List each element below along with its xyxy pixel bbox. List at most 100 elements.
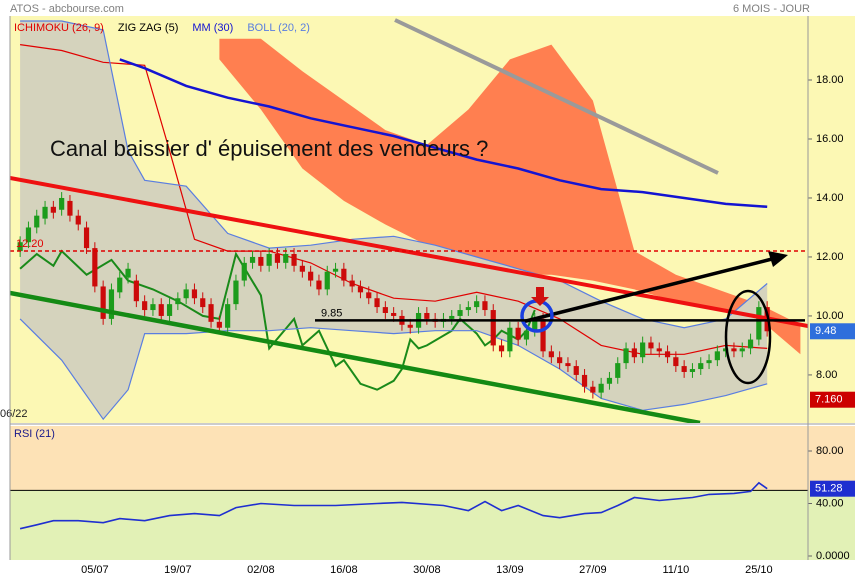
labels: 12.20 9.85 8.00 10.00 12.00 14.00 16.00 18.00 7.… [14, 22, 855, 576]
level-label: 9.85 [321, 307, 342, 319]
candle-body [648, 342, 654, 349]
candle-body [507, 327, 513, 352]
series-line [119, 58, 768, 209]
candle-body [598, 383, 604, 393]
y-tick-label: 10.00 [816, 310, 844, 322]
candle-body [581, 374, 588, 387]
candle-body [258, 256, 264, 266]
trend-line-gray [394, 18, 719, 175]
candle-body [266, 254, 272, 266]
y-tick-label: 16.00 [816, 133, 844, 145]
candle-body [200, 298, 206, 308]
candle-body [615, 363, 621, 378]
candle-body [117, 277, 123, 293]
candle-body [274, 254, 281, 263]
candle-body [308, 271, 314, 281]
candle-body [332, 268, 339, 272]
candle-body [125, 268, 131, 278]
candle-body [532, 318, 538, 331]
candle-body [316, 280, 322, 290]
legend-entry: BOLL (20, 2) [247, 22, 310, 34]
x-tick-label: 05/07 [81, 564, 109, 576]
candle-body [498, 345, 505, 352]
annotations [10, 18, 808, 423]
y-tick-label: 12.00 [816, 251, 844, 263]
x-tick-label: 30/08 [413, 564, 441, 576]
candle-body [341, 268, 347, 281]
candle-body [482, 301, 488, 311]
candle-body [424, 312, 430, 319]
candle-body [407, 324, 413, 328]
candle-body [241, 262, 247, 281]
candle-body [698, 363, 704, 370]
candle-body [590, 386, 596, 393]
y-tick-label: 0.0000 [816, 550, 850, 562]
y-tick-label: 80.00 [816, 445, 844, 457]
candle-body [457, 310, 463, 316]
level-label: 12.20 [16, 238, 44, 250]
candle-body [523, 330, 530, 340]
candle-body [474, 301, 480, 308]
candle-body [548, 351, 554, 358]
candle-body [17, 242, 23, 252]
x-tick-label: 27/09 [579, 564, 607, 576]
candle-body [664, 351, 671, 358]
candle-body [142, 301, 148, 311]
chart-title: ATOS - abcbourse.com [10, 3, 124, 15]
y-tick-label: 40.00 [816, 497, 844, 509]
candle-body [75, 215, 81, 225]
candle-body [623, 348, 629, 364]
candle-body [714, 351, 720, 361]
candle-body [382, 307, 388, 313]
candle-body [747, 339, 754, 349]
x-tick-label: 11/10 [662, 564, 689, 576]
annotation-text: Canal baissier d' épuisement des vendeur… [50, 136, 488, 161]
candle-body [689, 369, 696, 372]
arrow-head [768, 251, 788, 267]
panel-title: RSI (21) [14, 428, 55, 440]
candle-body [166, 304, 173, 316]
candle-body [681, 366, 687, 372]
candle-body [565, 363, 571, 367]
highlight-ellipse [724, 289, 772, 385]
series-line [19, 249, 536, 391]
candle-body [449, 315, 455, 319]
y-tick-label: 14.00 [816, 192, 844, 204]
candle-body [557, 357, 563, 364]
candle-body [299, 265, 305, 272]
candle-body [357, 286, 364, 293]
candle-body [34, 215, 40, 228]
last-price-label: 9.48 [815, 325, 836, 337]
candle-body [374, 298, 380, 308]
candle-body [515, 327, 521, 340]
candle-body [283, 254, 289, 263]
x-tick-label: 25/10 [745, 564, 773, 576]
candle-body [183, 289, 189, 299]
arrow-line [521, 257, 773, 324]
candle-body [50, 206, 56, 213]
candle-body [291, 254, 297, 266]
x-tick-label: 02/08 [247, 564, 275, 576]
candle-body [216, 321, 222, 328]
legend-entry: ICHIMOKU (26, 9) [14, 22, 104, 34]
down-arrow [531, 287, 549, 306]
legend-entry: MM (30) [192, 22, 233, 34]
candle-body [175, 298, 181, 305]
rsi-line [19, 481, 768, 530]
candle-body [233, 280, 239, 305]
candle-body [490, 310, 496, 346]
candle-body [59, 197, 65, 210]
candle-body [25, 227, 32, 243]
candle-body [191, 289, 198, 299]
x-tick-label: 19/07 [164, 564, 192, 576]
candle-body [100, 286, 106, 319]
candle-body [706, 360, 712, 364]
candle-body [656, 348, 662, 352]
rsi-upper-zone [10, 426, 855, 491]
candle-body [631, 348, 637, 358]
candle-body [108, 289, 115, 319]
candle-body [42, 206, 48, 219]
candle-body [133, 280, 139, 302]
